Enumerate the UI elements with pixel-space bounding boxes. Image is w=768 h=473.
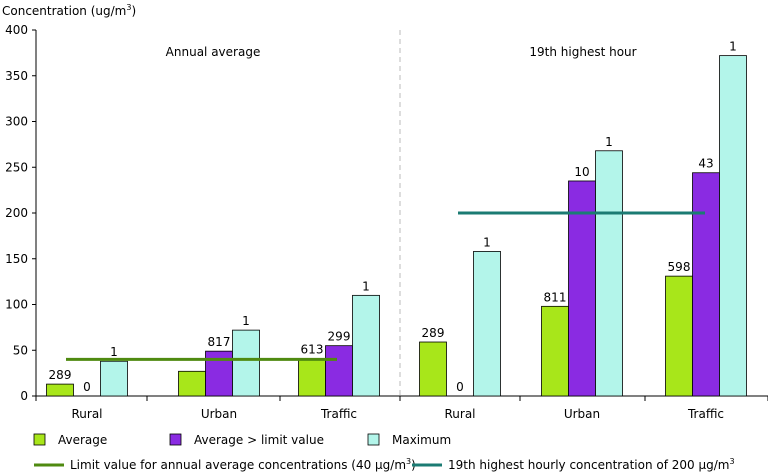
panel-title: 19th highest hour <box>529 45 636 59</box>
data-label: 817 <box>208 335 231 349</box>
bar-maximum <box>719 55 747 397</box>
category-label: Rural <box>71 407 102 421</box>
legend-line-label: Limit value for annual average concentra… <box>70 457 416 472</box>
y-tick-label: 200 <box>5 206 28 220</box>
category-label: Rural <box>444 407 475 421</box>
y-tick-label: 0 <box>20 389 28 403</box>
data-label: 613 <box>301 342 324 356</box>
data-label: 598 <box>668 260 691 274</box>
data-label: 289 <box>49 368 72 382</box>
bar-maximum <box>100 360 128 397</box>
legend-label: Average <box>58 433 107 447</box>
data-label: 1 <box>242 314 250 328</box>
category-label: Urban <box>201 407 237 421</box>
y-axis-label-end: ) <box>131 4 136 18</box>
data-label: 10 <box>574 165 589 179</box>
bar-average <box>541 305 569 397</box>
panel-title: Annual average <box>166 45 261 59</box>
y-axis-label: Concentration (ug/m3) <box>2 3 136 18</box>
y-axis-label-sup: 3 <box>126 3 131 12</box>
y-tick-label: 350 <box>5 69 28 83</box>
data-label: 1 <box>110 345 118 359</box>
legend-label: Maximum <box>392 433 451 447</box>
data-label: 0 <box>456 380 464 394</box>
data-label: 43 <box>698 157 713 171</box>
bar-average <box>178 370 206 397</box>
category-label: Urban <box>564 407 600 421</box>
legend-swatch <box>33 433 46 446</box>
y-tick-label: 300 <box>5 115 28 129</box>
bar-average <box>665 275 693 397</box>
data-label: 1 <box>729 40 737 54</box>
legend-swatch <box>367 433 380 446</box>
data-label: 1 <box>605 135 613 149</box>
bar-maximum <box>473 251 501 397</box>
legend-line-sup: 3 <box>406 457 411 466</box>
bar-average-limit-value <box>205 350 233 397</box>
legend-label: Average > limit value <box>194 433 324 447</box>
category-label: Traffic <box>687 407 724 421</box>
y-tick-label: 50 <box>13 343 28 357</box>
data-label: 0 <box>83 380 91 394</box>
legend-line-sup: 3 <box>729 457 734 466</box>
bar-average-limit-value <box>325 345 353 397</box>
data-label: 1 <box>483 235 491 249</box>
data-label: 299 <box>328 330 351 344</box>
legend-line-label: 19th highest hourly concentration of 200… <box>448 457 735 472</box>
data-label: 811 <box>544 290 567 304</box>
bar-maximum <box>352 294 380 397</box>
legend-swatch <box>169 433 182 446</box>
y-tick-label: 100 <box>5 298 28 312</box>
category-label: Traffic <box>320 407 357 421</box>
bar-average <box>298 358 326 397</box>
bar-maximum <box>232 329 260 397</box>
bar-average <box>46 383 74 397</box>
y-tick-label: 250 <box>5 160 28 174</box>
bar-maximum <box>595 150 623 397</box>
y-tick-label: 400 <box>5 23 28 37</box>
bar-average-limit-value <box>692 172 720 397</box>
data-label: 289 <box>422 326 445 340</box>
data-label: 1 <box>362 279 370 293</box>
bar-average <box>419 341 447 397</box>
y-tick-label: 150 <box>5 252 28 266</box>
